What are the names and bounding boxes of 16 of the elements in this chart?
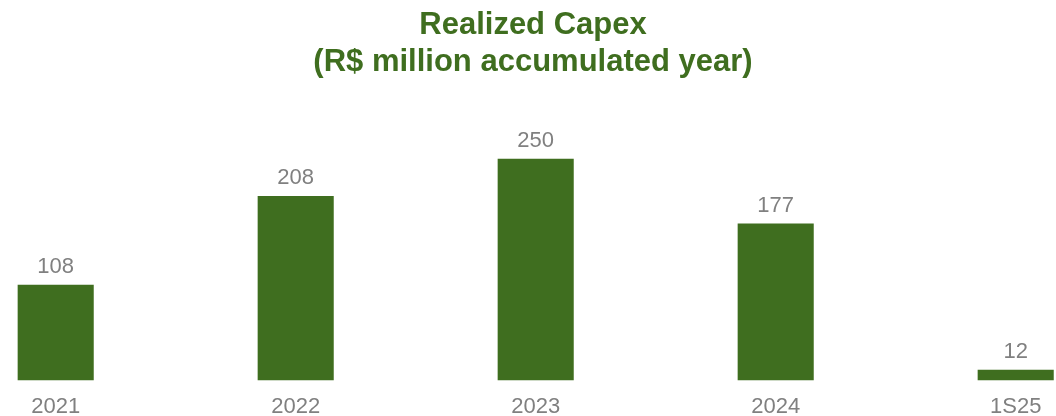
- bar: [977, 369, 1054, 381]
- bar: [257, 196, 334, 381]
- data-label: 12: [1003, 337, 1028, 363]
- chart-title: Realized Capex (R$ million accumulated year): [313, 5, 753, 80]
- bar: [737, 223, 814, 381]
- bar: [497, 158, 574, 381]
- bar: [17, 284, 94, 381]
- x-tick-label: 2024: [751, 392, 801, 416]
- data-label: 208: [277, 164, 315, 190]
- x-tick-label: 2022: [271, 392, 321, 416]
- x-tick-label: 1S25: [990, 392, 1042, 416]
- data-label: 108: [37, 252, 75, 278]
- data-label: 177: [757, 191, 795, 217]
- data-label: 250: [517, 126, 555, 152]
- x-tick-label: 2023: [511, 392, 561, 416]
- x-tick-label: 2021: [31, 392, 81, 416]
